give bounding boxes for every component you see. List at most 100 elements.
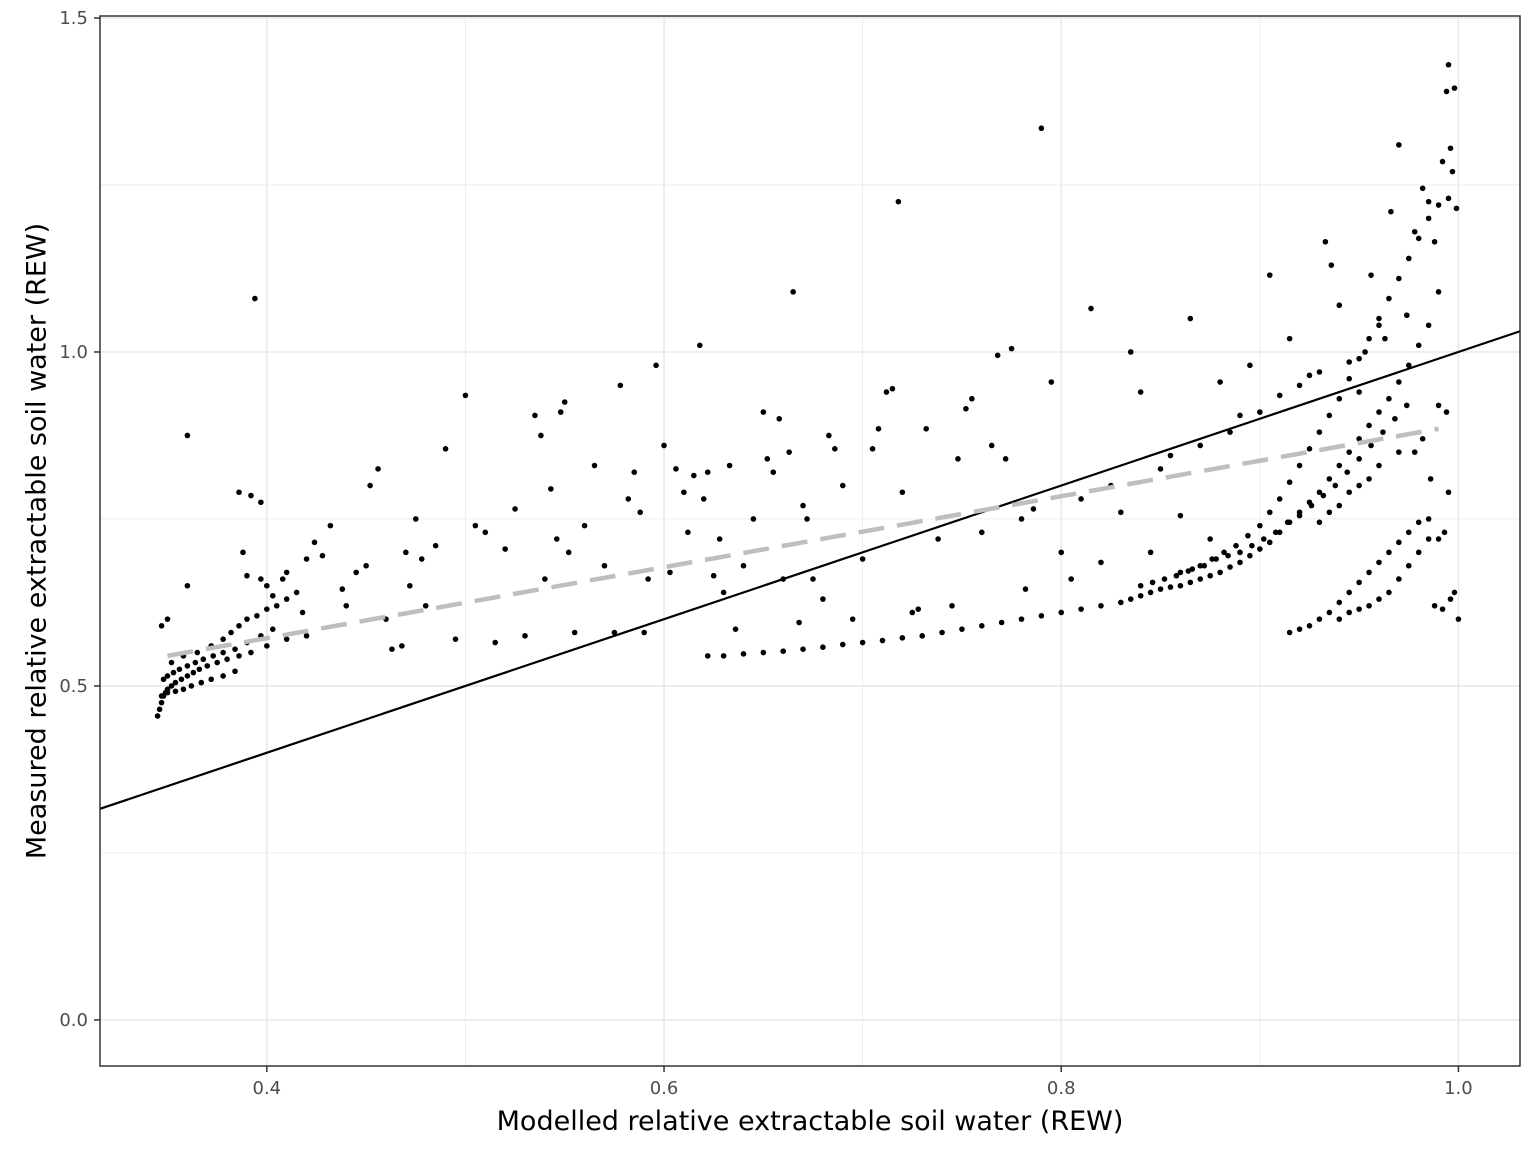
data-point <box>978 529 985 536</box>
data-point <box>1445 195 1452 202</box>
data-point <box>726 462 733 469</box>
data-point <box>760 649 767 656</box>
data-point <box>224 656 230 663</box>
data-point <box>681 489 687 496</box>
data-point <box>156 706 163 713</box>
data-point <box>1213 556 1219 562</box>
data-point <box>1386 549 1392 556</box>
data-point <box>710 572 717 579</box>
data-point <box>1137 592 1144 599</box>
data-point <box>184 673 191 679</box>
reference-lines <box>100 330 1520 810</box>
data-point <box>194 649 201 656</box>
data-point <box>178 676 185 683</box>
data-point <box>236 489 242 496</box>
data-point <box>869 446 876 452</box>
data-point <box>704 653 711 659</box>
data-point <box>184 582 191 589</box>
data-point <box>184 432 191 439</box>
data-point <box>1328 262 1335 268</box>
data-point <box>279 576 286 582</box>
data-point <box>740 651 747 657</box>
data-point <box>522 633 528 639</box>
data-point <box>859 639 866 646</box>
data-point <box>244 572 250 579</box>
data-point <box>1356 355 1362 362</box>
data-point <box>1137 582 1144 589</box>
data-point <box>542 576 548 582</box>
data-point <box>389 646 395 653</box>
data-point <box>826 432 832 439</box>
data-point <box>1443 409 1450 415</box>
data-point <box>1386 295 1392 302</box>
data-point <box>1396 142 1402 148</box>
data-point <box>1405 362 1412 369</box>
data-point <box>232 668 238 675</box>
data-point <box>1403 312 1410 319</box>
data-point <box>1376 596 1382 602</box>
data-point <box>1346 359 1353 365</box>
data-point <box>1227 429 1233 435</box>
data-point <box>548 486 554 492</box>
data-point <box>1356 436 1362 442</box>
data-point <box>1022 586 1029 592</box>
data-point <box>399 643 405 649</box>
data-point <box>1411 449 1418 455</box>
data-point <box>264 643 270 649</box>
data-point <box>236 623 242 629</box>
data-point <box>502 546 508 552</box>
data-point <box>1296 512 1303 519</box>
data-point <box>240 549 246 556</box>
data-point <box>1227 564 1233 570</box>
data-point <box>696 342 703 349</box>
data-point <box>1386 395 1392 402</box>
data-point <box>1161 576 1168 582</box>
data-point <box>1197 442 1204 449</box>
data-point <box>1376 322 1382 329</box>
data-point <box>1247 362 1253 369</box>
data-point <box>667 569 673 576</box>
identity-line <box>100 330 1520 810</box>
x-tick-label: 1.0 <box>1444 1078 1473 1099</box>
data-point <box>1415 235 1422 242</box>
data-point <box>1356 482 1362 489</box>
linear-fit-line <box>167 426 1439 659</box>
data-point <box>1147 589 1154 596</box>
data-point <box>790 289 796 295</box>
data-point <box>367 482 373 489</box>
data-point <box>1167 452 1174 459</box>
data-point <box>1127 349 1134 355</box>
data-point <box>923 425 929 432</box>
data-point <box>1441 529 1448 536</box>
data-point <box>1419 185 1426 192</box>
data-point <box>442 446 449 452</box>
data-point <box>1445 61 1452 68</box>
data-point <box>1296 462 1303 469</box>
data-point <box>1376 559 1382 566</box>
x-axis-title: Modelled relative extractable soil water… <box>497 1106 1124 1137</box>
data-point <box>1336 599 1343 606</box>
data-point <box>1286 335 1293 342</box>
data-point <box>172 688 179 695</box>
data-point <box>631 469 638 476</box>
data-point <box>1336 502 1343 509</box>
data-point <box>617 382 624 389</box>
data-point <box>1425 536 1432 542</box>
data-point <box>1018 516 1025 522</box>
data-point <box>1247 552 1253 559</box>
data-point <box>512 506 518 512</box>
data-point <box>685 529 691 536</box>
data-point <box>591 462 598 469</box>
data-point <box>641 629 647 636</box>
data-point <box>220 636 226 642</box>
data-point <box>1030 506 1037 512</box>
data-point <box>1326 412 1333 419</box>
data-point <box>258 499 264 506</box>
data-point <box>1425 198 1432 205</box>
data-point <box>252 295 258 302</box>
data-point <box>1197 576 1204 582</box>
data-point <box>319 552 326 559</box>
data-point <box>283 569 290 576</box>
data-point <box>1316 519 1323 526</box>
